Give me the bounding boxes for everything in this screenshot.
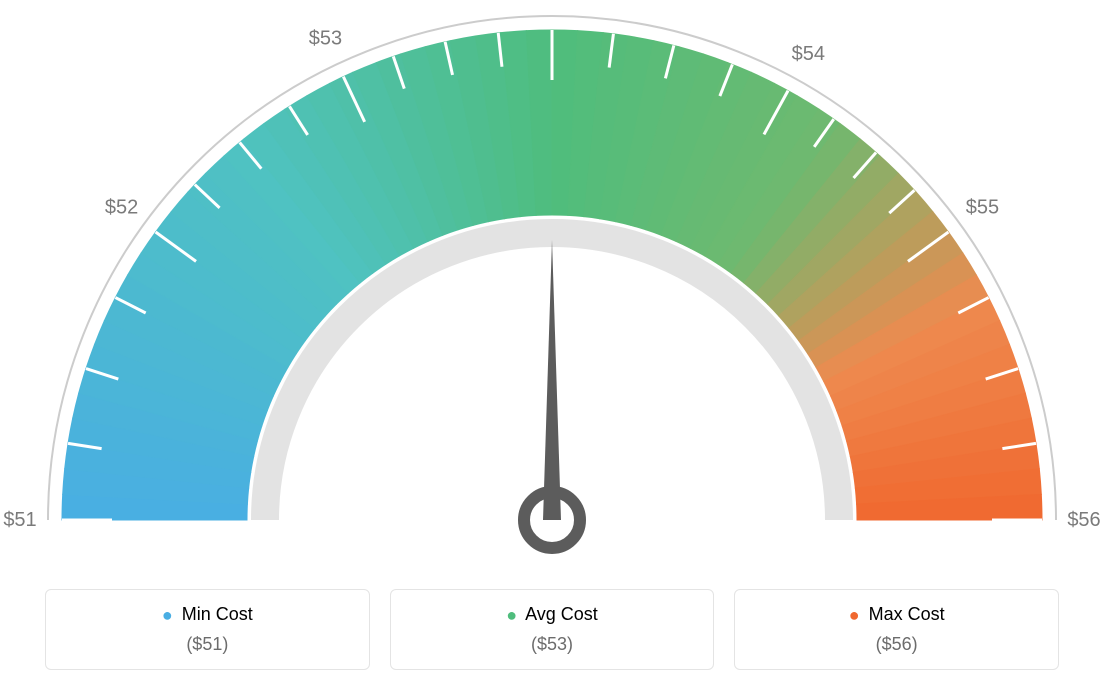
legend-min-label: Min Cost [182, 604, 253, 624]
tick-label: $55 [966, 196, 999, 218]
tick-label: $56 [1067, 509, 1100, 531]
legend-max-label: Max Cost [869, 604, 945, 624]
legend-card-max: ● Max Cost ($56) [734, 589, 1059, 670]
legend-card-avg: ● Avg Cost ($53) [390, 589, 715, 670]
tick-label: $52 [105, 196, 138, 218]
legend-card-min: ● Min Cost ($51) [45, 589, 370, 670]
legend-max-value: ($56) [745, 634, 1048, 655]
bullet-icon: ● [849, 605, 860, 625]
needle [543, 240, 561, 520]
tick-label: $51 [3, 509, 36, 531]
legend-min-value: ($51) [56, 634, 359, 655]
legend-min-title: ● Min Cost [56, 604, 359, 626]
legend-avg-value: ($53) [401, 634, 704, 655]
tick-label: $54 [792, 43, 825, 65]
bullet-icon: ● [162, 605, 173, 625]
gauge-svg: $51$52$53$53$54$55$56 [0, 0, 1104, 560]
legend-avg-label: Avg Cost [525, 604, 598, 624]
legend-row: ● Min Cost ($51) ● Avg Cost ($53) ● Max … [0, 589, 1104, 670]
legend-avg-title: ● Avg Cost [401, 604, 704, 626]
legend-max-title: ● Max Cost [745, 604, 1048, 626]
gauge-chart: $51$52$53$53$54$55$56 [0, 0, 1104, 560]
tick-label: $53 [309, 28, 342, 50]
bullet-icon: ● [506, 605, 517, 625]
